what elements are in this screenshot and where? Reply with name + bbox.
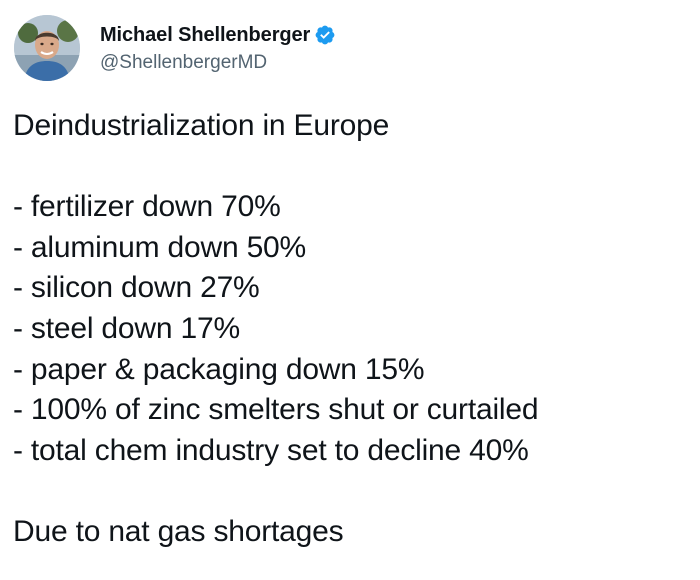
avatar[interactable] xyxy=(14,15,80,81)
list-item: - aluminum down 50% xyxy=(13,230,307,264)
tweet-closing-line: Due to nat gas shortages xyxy=(13,514,344,548)
list-item: - 100% of zinc smelters shut or curtaile… xyxy=(13,393,539,427)
tweet-title-line: Deindustrialization in Europe xyxy=(13,109,390,142)
blank-line xyxy=(13,471,693,512)
list-item: - total chem industry set to decline 40% xyxy=(13,433,529,467)
tweet-text: Deindustrialization in Europe - fertiliz… xyxy=(13,106,693,553)
list-item: - fertilizer down 70% xyxy=(13,190,281,224)
author-names: Michael Shellenberger @ShellenbergerMD xyxy=(100,22,336,74)
author-display-name[interactable]: Michael Shellenberger xyxy=(100,23,311,46)
blank-line xyxy=(13,147,693,188)
profile-photo-icon xyxy=(14,15,80,81)
list-item: - steel down 17% xyxy=(13,311,240,345)
list-item: - silicon down 27% xyxy=(13,271,260,305)
name-row: Michael Shellenberger xyxy=(100,22,336,48)
verified-badge-icon xyxy=(314,24,336,46)
author-handle[interactable]: @ShellenbergerMD xyxy=(100,52,268,73)
tweet-author: Michael Shellenberger @ShellenbergerMD xyxy=(14,14,336,82)
list-item: - paper & packaging down 15% xyxy=(13,352,425,386)
